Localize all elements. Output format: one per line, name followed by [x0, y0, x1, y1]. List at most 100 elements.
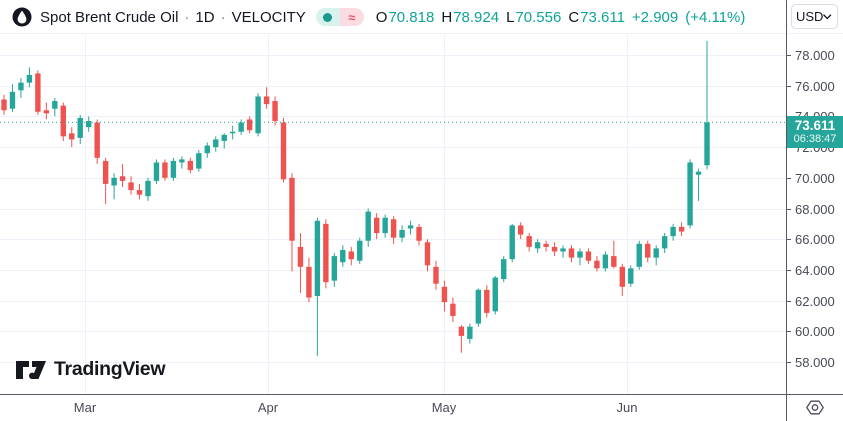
candle-body — [314, 220, 321, 296]
price-tick-label[interactable]: 78.000 — [795, 48, 835, 63]
candle-body — [357, 240, 363, 261]
candle-body — [501, 259, 507, 280]
candle-body — [433, 266, 439, 284]
candle-body — [517, 225, 524, 235]
candle-body — [238, 122, 244, 132]
candle-body — [619, 266, 626, 287]
candle-body — [534, 242, 541, 249]
currency-dropdown[interactable]: USD — [791, 4, 838, 29]
month-tick-label[interactable]: Apr — [258, 400, 279, 415]
legend-separator: · — [184, 8, 190, 26]
candle-body — [704, 122, 710, 166]
candle-body — [255, 96, 261, 134]
candle-body — [289, 177, 295, 241]
price-tick-label[interactable]: 76.000 — [795, 79, 835, 94]
candle-body — [77, 117, 83, 138]
candle-body — [695, 171, 702, 175]
chevron-down-icon — [823, 13, 832, 19]
close-label: C — [568, 8, 580, 26]
candle-body — [153, 162, 160, 181]
candle-body — [653, 248, 659, 258]
candle-body — [467, 326, 473, 339]
price-tick-label[interactable]: 62.000 — [795, 294, 835, 309]
month-tick-label[interactable]: May — [432, 400, 457, 415]
exchange-label: VELOCITY — [231, 8, 306, 26]
candle-body — [382, 217, 388, 234]
close-value: 73.611 — [580, 8, 625, 26]
candle-body — [577, 251, 583, 258]
price-tick-label[interactable]: 70.000 — [795, 171, 835, 186]
scale-settings-icon[interactable] — [805, 399, 825, 416]
candle-body — [263, 96, 270, 105]
candle-body — [475, 289, 482, 324]
candle-body — [492, 277, 498, 312]
candle-body — [43, 110, 50, 114]
last-price-value: 73.611 — [794, 117, 836, 133]
candle-body — [416, 226, 422, 241]
candle-body — [136, 190, 143, 195]
price-tick-label[interactable]: 58.000 — [795, 355, 835, 370]
candle-body — [373, 217, 380, 234]
candle-body — [594, 260, 600, 269]
tradingview-logo[interactable]: TradingView — [16, 358, 166, 381]
candle-body — [111, 177, 117, 186]
candle-body — [162, 162, 168, 178]
candle-body — [509, 225, 515, 260]
candle-body — [196, 153, 202, 169]
change-value: +2.909 — [631, 8, 679, 26]
change-percent: (+4.11%) — [685, 8, 746, 26]
market-status-pill[interactable]: ≈ — [315, 8, 364, 26]
symbol-name: Spot Brent Crude Oil — [40, 8, 179, 26]
candle-body — [213, 139, 219, 148]
candle-body — [365, 211, 371, 241]
open-label: O — [375, 8, 388, 26]
month-tick-label[interactable]: Jun — [617, 400, 638, 415]
candle-body — [187, 160, 194, 171]
month-tick-label[interactable]: Mar — [74, 400, 97, 415]
candle-body — [585, 251, 592, 261]
candle-body — [306, 266, 312, 298]
candle-body — [69, 133, 75, 140]
price-tick-label[interactable]: 68.000 — [795, 202, 835, 217]
bar-countdown: 06:38:47 — [793, 133, 837, 146]
price-tick-label[interactable]: 60.000 — [795, 324, 835, 339]
symbol-legend: Spot Brent Crude Oil · 1D · VELOCITY ≈ O… — [12, 7, 745, 27]
tradingview-logo-text: TradingView — [54, 358, 166, 380]
ohlc-values: O 70.818 H 78.924 L 70.556 C 73.611 +2.909 (… — [376, 9, 746, 26]
candle-body — [145, 180, 151, 197]
candle-body — [661, 236, 668, 249]
candle-body — [678, 226, 685, 232]
candle-body — [86, 121, 92, 128]
candle-body — [1, 99, 7, 111]
candle-body — [340, 249, 346, 263]
candle-body — [636, 243, 642, 267]
candle-body — [602, 254, 609, 269]
candle-body — [52, 101, 58, 109]
candle-body — [645, 243, 651, 258]
currency-label: USD — [796, 9, 824, 24]
high-value: 78.924 — [453, 8, 500, 26]
interval-label: 1D — [195, 8, 215, 26]
candle-body — [441, 286, 448, 303]
candle-body — [35, 73, 41, 112]
symbol-title[interactable]: Spot Brent Crude Oil · 1D · VELOCITY — [40, 9, 306, 26]
candle-body — [484, 289, 490, 313]
candle-body — [424, 242, 431, 266]
price-tick-label[interactable]: 66.000 — [795, 232, 835, 247]
oil-drop-icon — [12, 7, 32, 27]
candle-body — [18, 82, 24, 91]
tradingview-mark-icon — [16, 360, 46, 379]
candle-body — [611, 256, 617, 267]
candle-body — [128, 182, 134, 191]
candle-body — [450, 303, 456, 316]
candle-body — [543, 243, 549, 247]
candle-body — [628, 268, 634, 284]
candle-body — [26, 74, 33, 83]
legend-separator: · — [220, 8, 226, 26]
price-tick-label[interactable]: 64.000 — [795, 263, 835, 278]
candle-body — [399, 229, 405, 238]
last-price-label: 73.611 06:38:47 — [787, 116, 843, 148]
candle-body — [221, 134, 227, 141]
